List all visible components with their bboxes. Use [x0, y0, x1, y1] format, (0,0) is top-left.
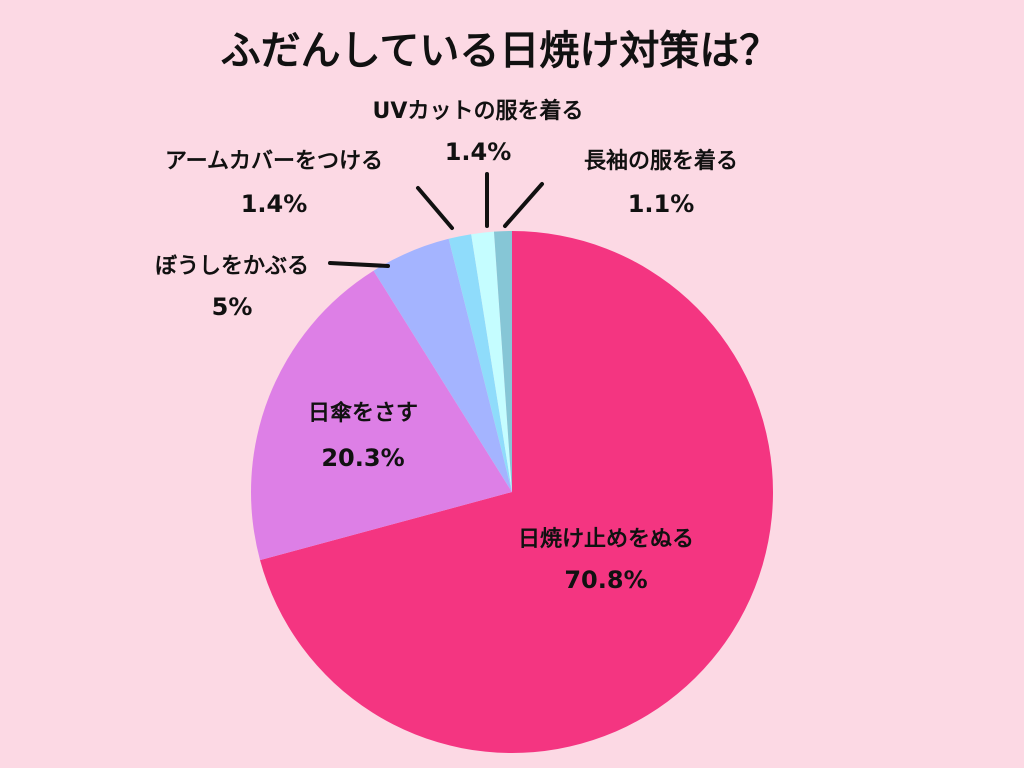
slice-value-label-4: 1.4%: [241, 190, 308, 218]
slice-label-5: UVカットの服を着る: [373, 98, 584, 124]
pie-slice-3: [373, 238, 512, 492]
slice-value-label-6: 1.1%: [628, 190, 695, 218]
slice-label-1: 日焼け止めをぬる: [518, 526, 694, 552]
leader-line-6: [503, 182, 544, 228]
pie-labels: 日焼け止めをぬる 70.8% 日傘をさす 20.3% ぼうしをかぶる 5% アームカバーをつ…: [155, 98, 738, 594]
slice-value-label-3: 5%: [212, 293, 253, 321]
pie-slice-2: [251, 270, 513, 561]
chart-title: ふだんしている日焼け対策は？: [221, 28, 780, 74]
slice-label-2: 日傘をさす: [308, 400, 418, 426]
slice-label-6: 長袖の服を着る: [584, 148, 738, 174]
pie-slice-6: [493, 231, 512, 492]
slice-value-label-5: 1.4%: [445, 138, 512, 166]
slice-value-label-2: 20.3%: [321, 444, 404, 472]
pie-slices: [251, 231, 774, 753]
slice-label-3: ぼうしをかぶる: [155, 254, 309, 279]
pie-slice-1: [260, 231, 774, 753]
pie-slice-4: [448, 234, 512, 492]
slice-value-label-1: 70.8%: [564, 566, 647, 594]
leader-line-4: [416, 186, 454, 230]
slice-label-4: アームカバーをつける: [165, 149, 383, 174]
pie-slice-5: [471, 231, 512, 492]
leader-line-3: [328, 261, 390, 268]
